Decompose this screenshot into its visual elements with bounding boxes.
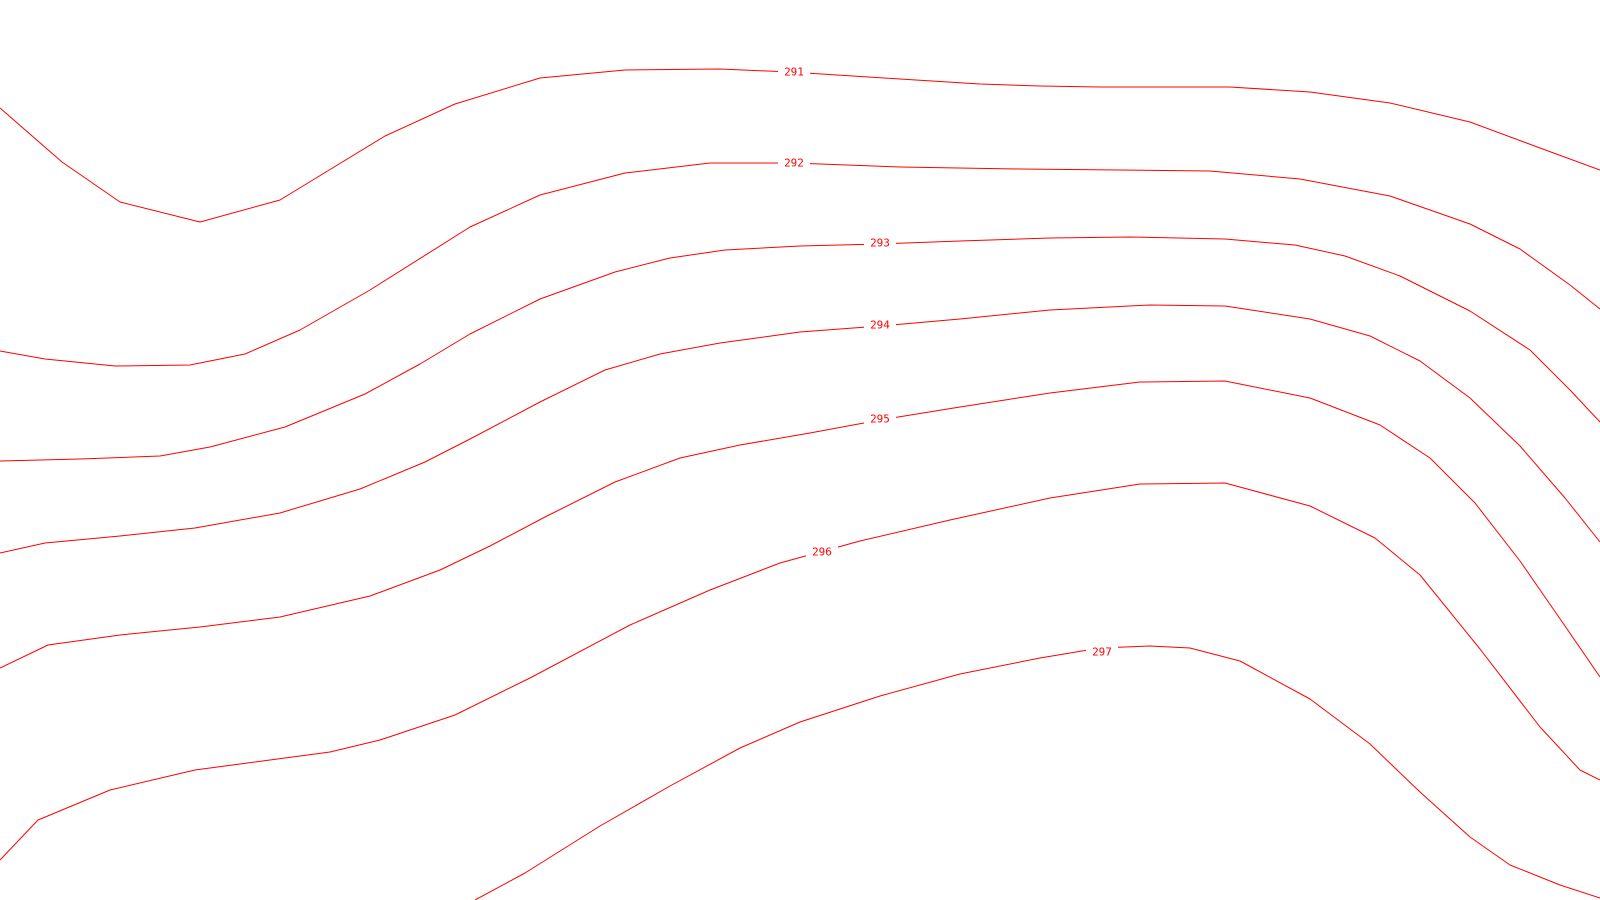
contour-label-297: 297 [1092, 646, 1112, 659]
contour-line-297 [474, 645, 1600, 900]
contour-line-294 [0, 304, 1600, 554]
contour-label-bg-296 [806, 545, 838, 559]
contour-label-bg-293 [864, 236, 896, 250]
contour-label-bg-294 [864, 318, 896, 332]
contour-293: 293 [0, 236, 1600, 462]
contour-label-bg-291 [778, 65, 810, 79]
contour-line-295 [0, 380, 1600, 678]
contour-294: 294 [0, 304, 1600, 554]
contour-label-292: 292 [784, 157, 804, 170]
contour-292: 292 [0, 156, 1600, 367]
contour-296: 296 [0, 482, 1600, 861]
contour-line-292 [0, 162, 1600, 367]
contour-label-bg-292 [778, 156, 810, 170]
contour-label-294: 294 [870, 319, 890, 332]
contour-label-bg-297 [1086, 645, 1118, 659]
contour-label-295: 295 [870, 413, 890, 426]
contour-label-293: 293 [870, 237, 890, 250]
contour-line-293 [0, 236, 1600, 462]
contour-label-291: 291 [784, 66, 804, 79]
contour-295: 295 [0, 380, 1600, 678]
contour-label-bg-295 [864, 412, 896, 426]
contour-297: 297 [474, 645, 1600, 900]
contour-label-296: 296 [812, 546, 832, 559]
contour-291: 291 [0, 65, 1600, 223]
